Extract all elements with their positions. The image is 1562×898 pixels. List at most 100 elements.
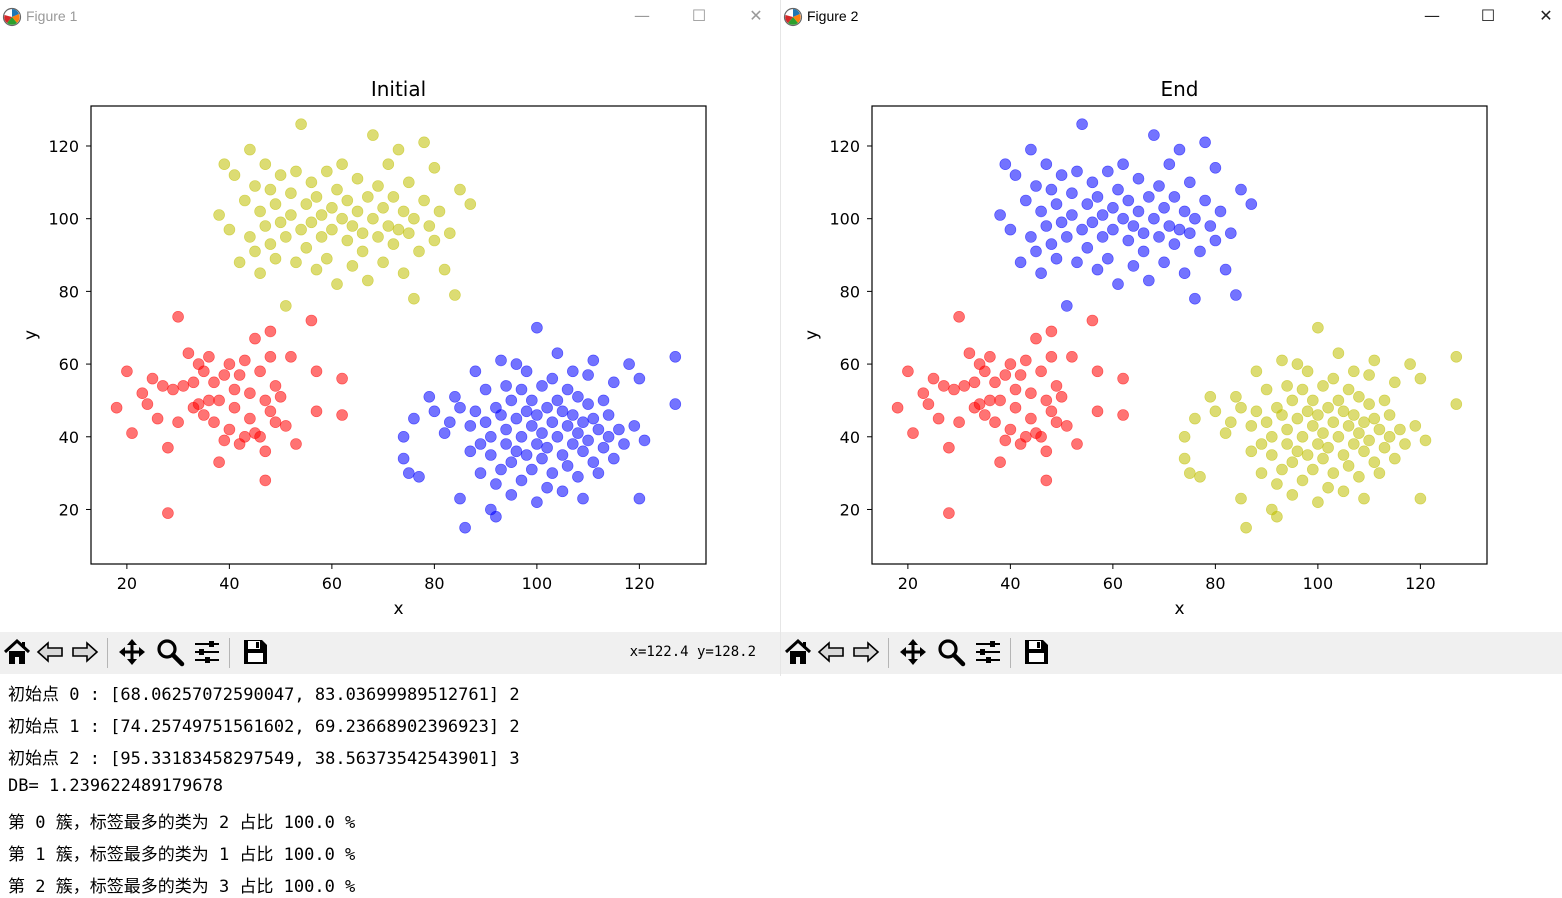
data-point (1163, 158, 1176, 170)
close-button[interactable]: ✕ (1539, 6, 1553, 25)
data-point (1091, 365, 1104, 378)
pan-button[interactable] (115, 635, 149, 669)
figure-canvas[interactable]: Initial 20 40 60 80 100 120 20 40 60 80 100 120 x y (0, 34, 780, 632)
data-point (269, 198, 282, 210)
data-point (979, 365, 991, 378)
data-point (320, 252, 333, 265)
data-point (269, 380, 282, 392)
home-button[interactable] (0, 635, 34, 669)
back-button[interactable] (814, 635, 848, 669)
data-point (1183, 467, 1196, 479)
save-button[interactable] (238, 635, 272, 669)
data-point (1148, 212, 1160, 225)
data-point (1209, 234, 1222, 247)
data-point (1404, 358, 1416, 370)
maximize-button[interactable]: ☐ (691, 6, 707, 25)
data-point (454, 183, 466, 196)
data-point (1117, 409, 1129, 421)
data-point (1271, 478, 1283, 490)
data-point (346, 220, 359, 232)
data-point (244, 143, 256, 156)
data-point (1040, 158, 1053, 170)
data-point (203, 394, 215, 407)
data-point (1347, 438, 1360, 450)
data-point (1086, 314, 1099, 327)
data-point (1286, 456, 1299, 469)
data-point (295, 223, 307, 236)
data-point (979, 409, 991, 421)
data-point (438, 263, 451, 276)
data-point (377, 256, 389, 269)
data-point (1250, 365, 1263, 378)
data-point (1030, 245, 1042, 258)
save-button[interactable] (1019, 635, 1053, 669)
data-point (341, 194, 354, 207)
data-point (582, 434, 594, 447)
back-button[interactable] (33, 635, 67, 669)
data-point (239, 194, 251, 207)
pan-button[interactable] (896, 635, 930, 669)
data-point (372, 180, 384, 192)
data-point (331, 278, 343, 290)
forward-button[interactable] (849, 635, 883, 669)
data-point (213, 209, 225, 221)
close-button[interactable]: ✕ (749, 6, 763, 25)
data-point (151, 412, 164, 425)
data-point (1214, 205, 1227, 218)
data-point (500, 423, 512, 436)
data-point (984, 394, 996, 407)
data-point (994, 456, 1006, 469)
data-point (1204, 390, 1217, 403)
data-point (938, 380, 950, 392)
data-point (505, 456, 518, 469)
data-point (392, 223, 405, 236)
data-point (1178, 205, 1191, 218)
home-button[interactable] (781, 635, 815, 669)
zoom-icon (157, 639, 185, 667)
data-point (264, 350, 277, 363)
data-point (1235, 492, 1247, 505)
data-point (1071, 438, 1083, 450)
maximize-button[interactable]: ☐ (1480, 6, 1496, 25)
data-point (1189, 292, 1201, 305)
title-bar[interactable]: Figure 2 — ☐ ✕ (781, 0, 1562, 34)
data-point (556, 405, 569, 418)
data-point (623, 358, 635, 370)
y-tick-label: 120 (829, 137, 860, 156)
data-point (259, 220, 272, 232)
data-point (1358, 492, 1370, 505)
figure-canvas[interactable]: End 20 40 60 80 100 120 20 40 60 80 100 120 x y (781, 34, 1562, 632)
zoom-button[interactable] (153, 635, 187, 669)
console-line: 初始点 0 : [68.06257072590047, 83.036999895… (8, 685, 520, 705)
data-point (336, 372, 348, 385)
data-point (382, 158, 395, 170)
data-point (356, 227, 369, 239)
data-point (1194, 245, 1206, 258)
data-point (428, 162, 441, 174)
data-point (1091, 263, 1104, 276)
zoom-button[interactable] (934, 635, 968, 669)
figure-1-window: Figure 1 — ☐ ✕ Initial 20 40 60 80 100 120 20 40… (0, 0, 781, 676)
data-point (449, 390, 461, 403)
data-point (443, 416, 456, 429)
data-point (1414, 372, 1427, 385)
window-title: Figure 2 (807, 8, 859, 24)
data-point (218, 158, 231, 170)
data-point (469, 365, 482, 378)
title-bar[interactable]: Figure 1 — ☐ ✕ (0, 0, 780, 34)
minimize-button[interactable]: — (1424, 6, 1440, 25)
data-point (397, 205, 410, 218)
data-point (597, 394, 610, 407)
configure-subplots-button[interactable] (971, 635, 1005, 669)
forward-button[interactable] (68, 635, 102, 669)
data-point (1414, 492, 1427, 505)
minimize-button[interactable]: — (634, 6, 650, 25)
data-point (1168, 191, 1181, 203)
data-point (377, 202, 389, 214)
data-point (1178, 430, 1191, 443)
data-point (999, 434, 1012, 447)
data-point (943, 507, 955, 519)
configure-subplots-button[interactable] (190, 635, 224, 669)
data-point (351, 172, 364, 185)
data-point (274, 390, 287, 403)
